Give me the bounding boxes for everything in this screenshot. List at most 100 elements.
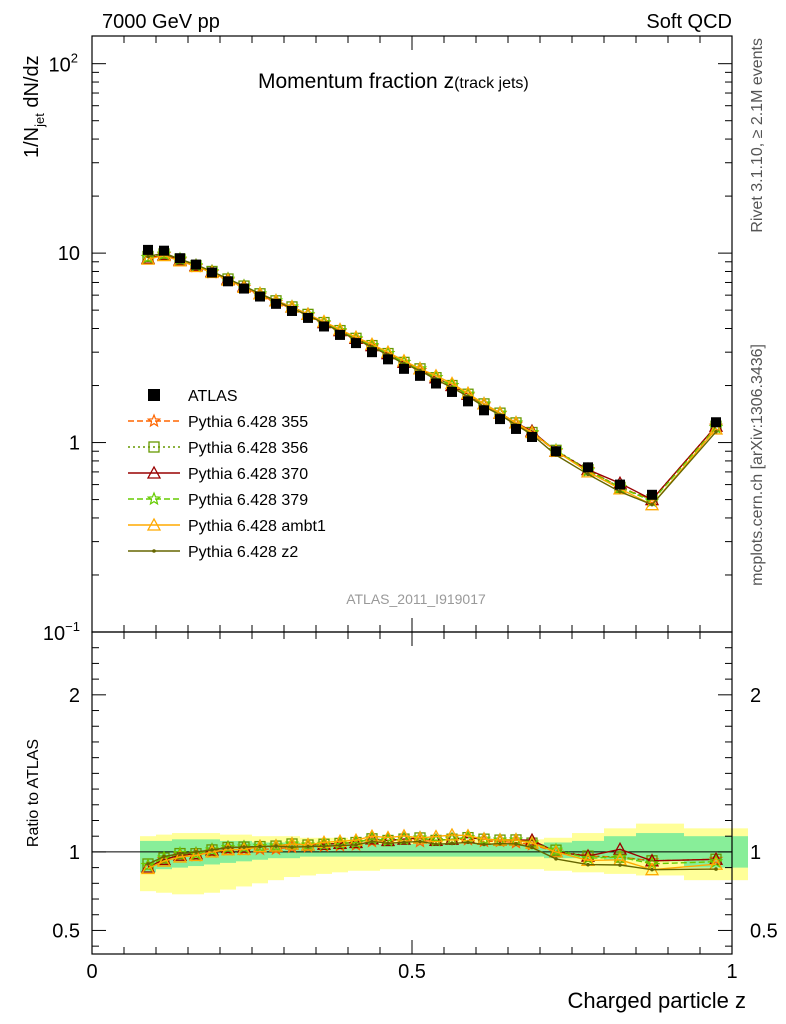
legend-marker (152, 549, 156, 553)
ratio-band-inner (444, 844, 460, 857)
main-panel: 1 10 102 10−1 Momentum fraction z(track jet… (21, 35, 733, 645)
series-4-ratio-point (236, 842, 252, 856)
legend-marker (148, 441, 160, 453)
atlas-data-point (271, 298, 281, 309)
chart-title-main: Momentum fraction z (258, 70, 454, 93)
ratio-y-tick-label: 1 (69, 842, 80, 864)
process-label: Soft QCD (646, 11, 732, 33)
series-5-ratio-point (242, 845, 246, 849)
y-axis-label-tail: dN/dz (21, 55, 43, 113)
atlas-data-point (551, 446, 561, 457)
series-5-ratio-point (370, 839, 374, 844)
series-3-ratio-point (548, 842, 564, 857)
series-5-ratio-point (434, 842, 438, 847)
atlas-data-point (143, 244, 153, 255)
series-4-ratio-point (444, 827, 460, 841)
series-4-ratio-point (204, 844, 220, 858)
series-4-ratio-point (300, 837, 316, 851)
series-5-ratio-point (714, 867, 718, 871)
series-4-ratio-point (428, 829, 444, 843)
series-5-main-point (650, 502, 654, 507)
analysis-tag: ATLAS_2011_I919017 (346, 591, 486, 607)
legend-label: Pythia 6.428 ambt1 (188, 518, 326, 535)
series-5-ratio-line (147, 840, 717, 871)
ratio-y-tick-label-right: 1 (750, 842, 761, 864)
series-4-ratio-point (284, 836, 300, 850)
series-5-ratio-point (466, 840, 470, 845)
atlas-data-point (255, 291, 265, 302)
atlas-data-point (711, 417, 721, 428)
series-2-ratio-point (364, 831, 380, 845)
x-tick-label: 0 (86, 961, 97, 983)
series-5-main-point (618, 489, 622, 494)
ratio-y-tick-label-right: 2 (750, 685, 761, 707)
atlas-data-point (239, 283, 249, 294)
legend-entry: Pythia 6.428 z2 (128, 544, 298, 561)
atlas-data-point (511, 423, 521, 434)
main-frame (91, 35, 733, 633)
series-4-main-point (708, 421, 724, 435)
series-5-ratio-point (402, 840, 406, 845)
atlas-data-point (191, 259, 201, 270)
series-5-ratio-point (258, 844, 262, 849)
atlas-data-point (495, 414, 505, 425)
y-tick-label: 10−1 (43, 619, 80, 645)
y-axis-label-sub: jet (32, 113, 47, 128)
series-5-ratio-point (354, 843, 358, 847)
atlas-data-point (647, 489, 657, 500)
atlas-data-point (399, 363, 409, 374)
series-5-ratio-point (194, 850, 198, 854)
ratio-y-tick-label-right: 0.5 (750, 920, 778, 942)
series-3-ratio-point (252, 838, 268, 853)
series-5-main-point (714, 429, 718, 434)
series-5-ratio-point (530, 845, 534, 850)
legend-marker (146, 413, 162, 428)
legend-label: Pythia 6.428 355 (188, 414, 308, 431)
ratio-band-inner (364, 844, 380, 857)
legend-entry: Pythia 6.428 ambt1 (128, 517, 326, 535)
atlas-data-point (415, 370, 425, 381)
legend-marker (146, 491, 162, 506)
atlas-data-point (319, 321, 329, 332)
atlas-data-point (527, 431, 537, 442)
ratio-band-inner (492, 844, 508, 857)
atlas-data-point (463, 396, 473, 407)
series-5-main-point (146, 254, 150, 259)
atlas-data-point (175, 253, 185, 264)
series-5-ratio-point (306, 844, 310, 849)
rivet-version-label: Rivet 3.1.10, ≥ 2.1M events (749, 38, 766, 233)
series-5-main-point (586, 472, 590, 477)
ratio-band-inner (332, 844, 348, 857)
legend-atlas-marker (148, 389, 160, 401)
legend-entry: ATLAS (148, 388, 238, 405)
atlas-data-point (223, 276, 233, 287)
atlas-data-point (159, 245, 169, 256)
atlas-data-point (447, 386, 457, 397)
ratio-band-inner (380, 844, 396, 857)
series-5-ratio-point (322, 844, 326, 848)
x-tick-label: 0.5 (398, 961, 426, 983)
atlas-data-point (303, 312, 313, 323)
series-3-ratio-point (644, 856, 660, 870)
ratio-band-inner (412, 844, 428, 857)
series-4-ratio-point (188, 848, 204, 862)
series-5-ratio-point (178, 851, 182, 856)
atlas-data-point (383, 354, 393, 365)
atlas-data-point (615, 479, 625, 490)
series-4-ratio-point (548, 844, 564, 858)
series-0-ratio-point (708, 851, 724, 866)
y-axis-label: 1/Njet dN/dz (21, 55, 47, 158)
series-5-ratio-point (290, 845, 294, 849)
chart-title-sub: (track jets) (454, 75, 529, 92)
legend-label: Pythia 6.428 370 (188, 466, 308, 483)
y-tick-label: 10 (58, 243, 80, 265)
series-5-ratio-point (226, 845, 230, 850)
ratio-y-axis-label: Ratio to ATLAS (25, 739, 42, 847)
series-5-ratio-point (210, 848, 214, 852)
series-5-ratio-point (618, 863, 622, 867)
series-5-ratio-point (586, 862, 590, 867)
atlas-data-point (335, 329, 345, 340)
x-axis-label: Charged particle z (567, 988, 746, 1013)
ratio-y-tick-label: 0.5 (52, 920, 80, 942)
x-tick-label: 1 (726, 961, 737, 983)
